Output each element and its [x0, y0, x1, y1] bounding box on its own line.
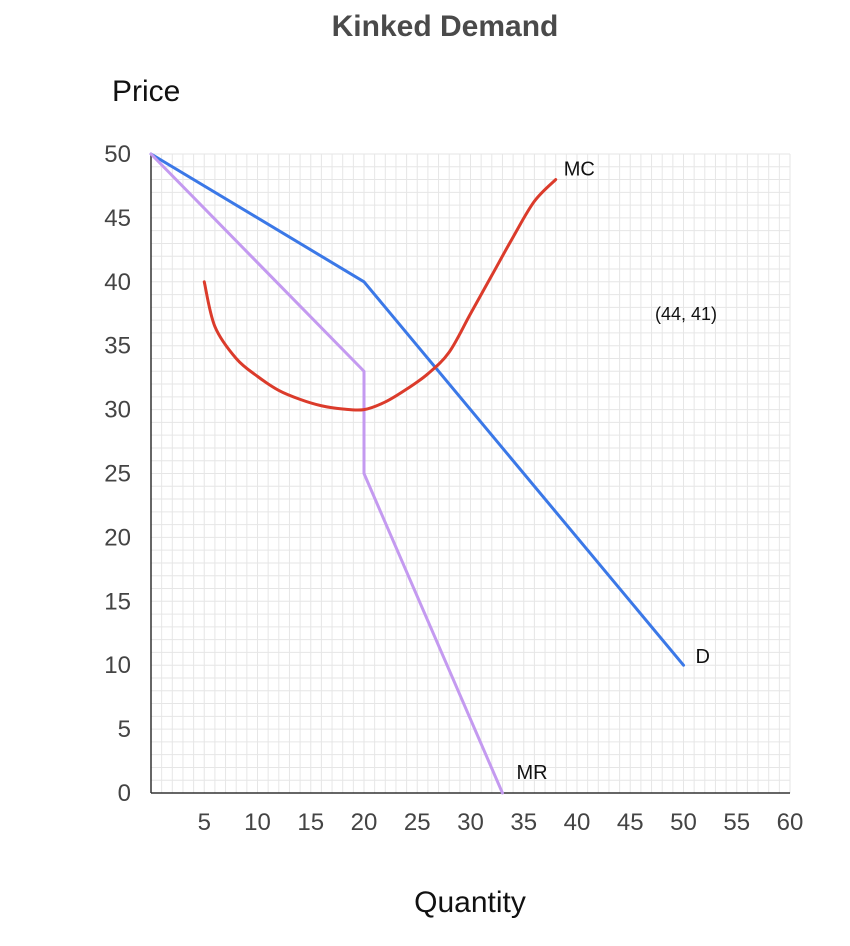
y-tick-label: 30 [104, 397, 131, 424]
x-axis-title: Quantity [414, 886, 526, 919]
x-tick-label: 10 [244, 809, 271, 836]
x-tick-label: 40 [564, 809, 591, 836]
grid [151, 153, 791, 793]
y-tick-label: 45 [104, 205, 131, 232]
x-tick-label: 60 [777, 809, 804, 836]
x-tick-label: 25 [404, 809, 431, 836]
series-label-d: D [696, 646, 710, 668]
series-line-d [149, 152, 685, 667]
x-tick-label: 20 [351, 809, 378, 836]
point-annotation: (44, 41) [655, 304, 717, 324]
y-tick-label: 25 [104, 461, 131, 488]
series-lines [149, 152, 685, 795]
y-tick-label: 0 [118, 780, 131, 807]
series-labels: D MR MC [516, 159, 710, 784]
series-line-mr [149, 152, 504, 795]
x-tick-label: 50 [670, 809, 697, 836]
tick-labels: 0 5 10 15 20 25 30 35 40 45 50 5 10 15 20 25 30 35 40 45 50 5… [104, 141, 803, 836]
y-tick-label: 35 [104, 333, 131, 360]
y-tick-label: 50 [104, 141, 131, 168]
x-tick-label: 35 [510, 809, 537, 836]
series-label-mr: MR [516, 762, 547, 784]
y-axis-title: Price [112, 75, 180, 108]
axes [150, 154, 790, 794]
y-tick-label: 20 [104, 524, 131, 551]
series-line-mc [202, 178, 558, 412]
x-tick-label: 55 [723, 809, 750, 836]
y-tick-label: 10 [104, 652, 131, 679]
x-tick-label: 5 [198, 809, 211, 836]
x-tick-label: 30 [457, 809, 484, 836]
y-tick-label: 15 [104, 588, 131, 615]
chart-title: Kinked Demand [332, 10, 559, 43]
series-label-mc: MC [564, 159, 595, 181]
x-tick-label: 45 [617, 809, 644, 836]
x-tick-label: 15 [297, 809, 324, 836]
y-tick-label: 5 [118, 716, 131, 743]
y-tick-label: 40 [104, 269, 131, 296]
